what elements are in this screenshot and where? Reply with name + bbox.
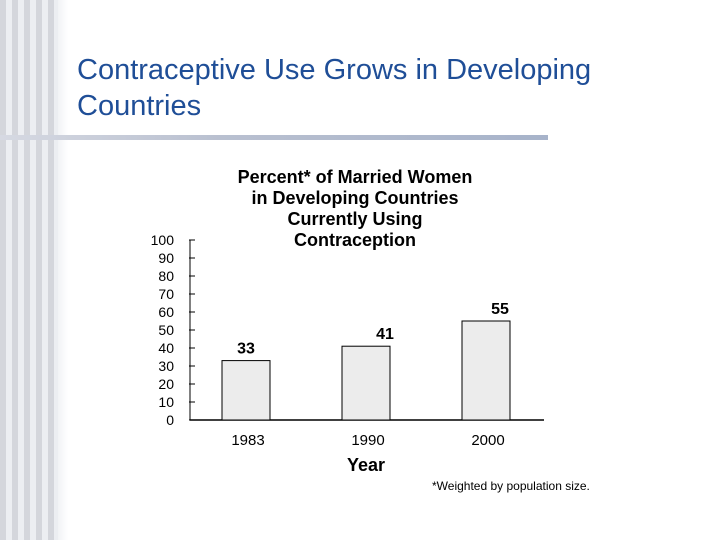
chart-title-line: in Developing Countries — [251, 188, 458, 208]
bar — [221, 360, 271, 421]
chart-title-line: Contraception — [294, 230, 416, 250]
y-tick-label: 90 — [158, 250, 174, 266]
y-tick-label: 40 — [158, 340, 174, 356]
chart-title-line: Currently Using — [287, 209, 422, 229]
y-tick-label: 60 — [158, 304, 174, 320]
bar — [341, 345, 391, 421]
y-tick-label: 20 — [158, 376, 174, 392]
data-label: 33 — [237, 341, 255, 358]
bar — [461, 320, 511, 421]
chart-title-line: Percent* of Married Women — [238, 167, 473, 187]
y-tick-label: 100 — [151, 232, 175, 248]
x-tick-label: 1990 — [351, 432, 384, 449]
data-label: 55 — [491, 301, 509, 318]
x-tick-label: 1983 — [231, 432, 264, 449]
data-label: 41 — [376, 326, 394, 343]
y-tick-label: 0 — [166, 412, 174, 428]
title-underline — [0, 135, 548, 140]
y-tick-label: 50 — [158, 322, 174, 338]
y-tick-label: 10 — [158, 394, 174, 410]
slide-title: Contraceptive Use Grows in Developing Co… — [77, 54, 592, 122]
y-tick-label: 30 — [158, 358, 174, 374]
x-tick-label: 2000 — [471, 432, 504, 449]
y-tick-label: 70 — [158, 286, 174, 302]
decorative-stripes — [0, 0, 68, 540]
y-tick-label: 80 — [158, 268, 174, 284]
footnote: *Weighted by population size. — [432, 479, 590, 493]
x-axis-label: Year — [347, 455, 385, 475]
